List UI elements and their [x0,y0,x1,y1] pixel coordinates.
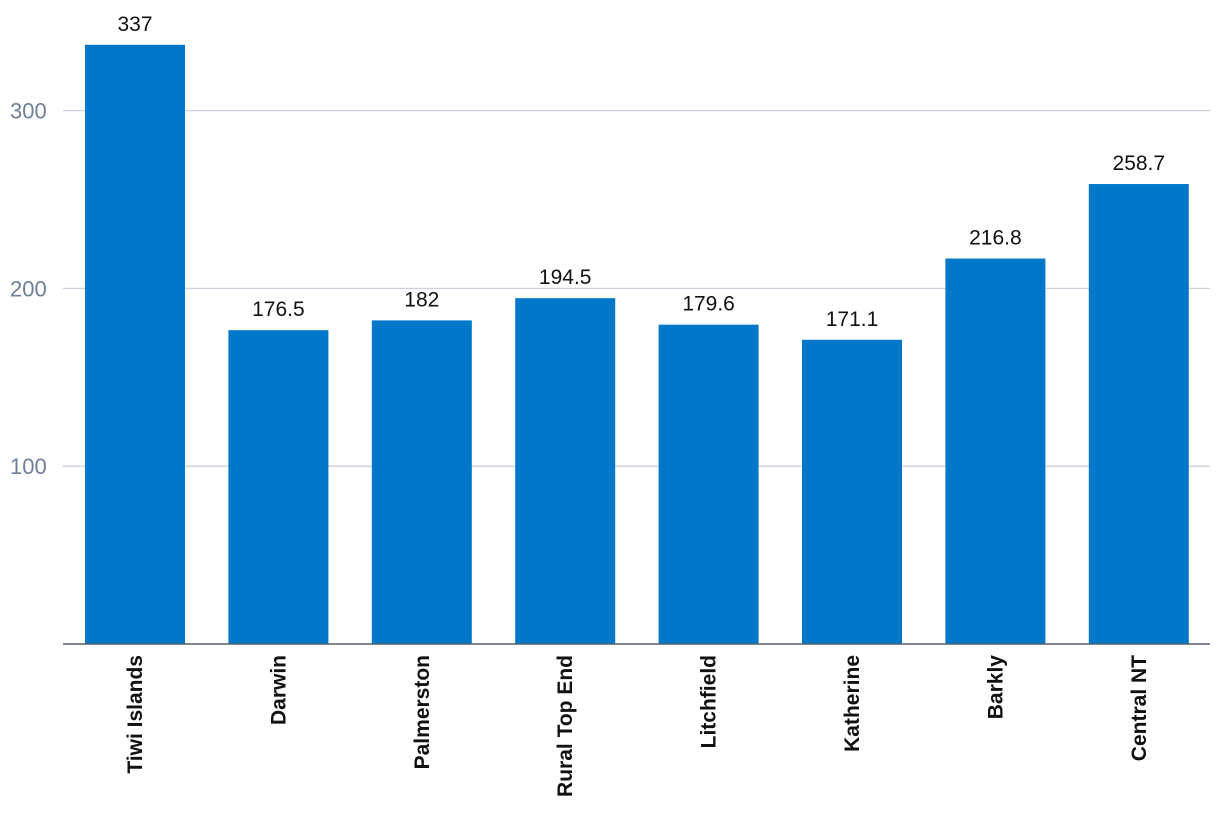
bar [228,330,329,644]
category-label: Litchfield [698,655,721,748]
category-label: Barkly [984,655,1007,720]
bar [802,339,902,644]
value-labels: 337 176.5 182 194.5 179.6 171.1 216.8 258.7 [117,13,1165,331]
y-axis-tick-labels: 100 200 300 [10,99,47,480]
category-label: Central NT [1128,655,1151,761]
bar-value-label: 171.1 [826,308,879,331]
bar [658,324,759,644]
bar-value-label: 179.6 [682,293,735,316]
category-label: Rural Top End [554,655,577,797]
bar [85,44,185,644]
category-label: Tiwi Islands [124,655,147,774]
category-label: Katherine [841,655,864,752]
bar [945,258,1046,644]
bar [515,298,616,644]
bar-value-label: 258.7 [1113,152,1166,175]
x-axis-category-labels: Tiwi Islands Darwin Palmerston Rural Top En… [124,655,1151,797]
category-label: Darwin [267,655,290,725]
category-label: Palmerston [411,655,434,769]
bar [371,320,472,644]
y-tick-label: 300 [10,99,47,124]
bar-value-label: 337 [117,13,152,36]
bar-value-label: 176.5 [252,298,305,321]
bar-value-label: 194.5 [539,266,592,289]
y-tick-label: 200 [10,276,47,301]
bar [1088,184,1189,644]
bar-value-label: 182 [404,288,439,311]
y-tick-label: 100 [10,454,47,479]
bar-value-label: 216.8 [969,227,1022,250]
bars [85,44,1189,644]
